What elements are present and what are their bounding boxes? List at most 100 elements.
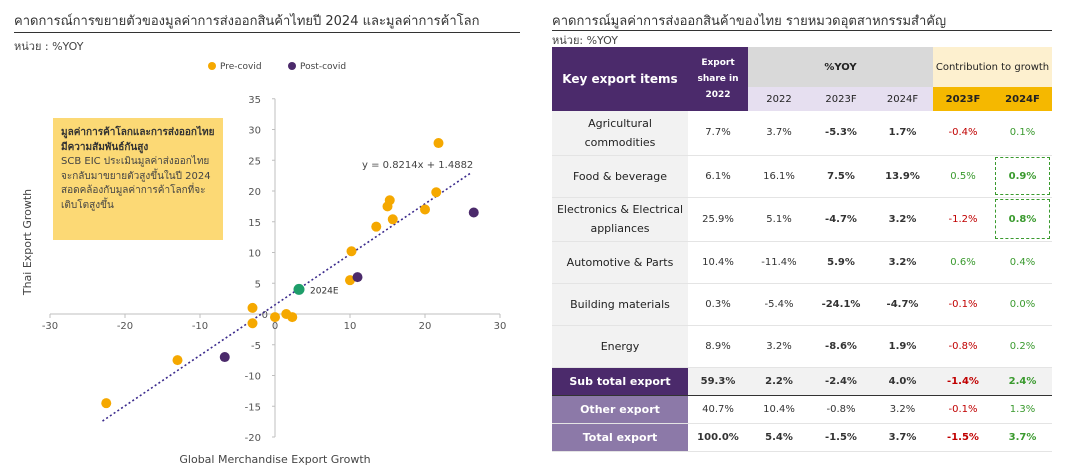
right-unit-label: หน่วย: %YOY bbox=[552, 34, 618, 47]
row-yoy-2023f: -5.3% bbox=[810, 111, 872, 156]
other-contrib-2023f: -0.1% bbox=[933, 395, 993, 424]
row-share: 7.7% bbox=[688, 111, 748, 156]
callout-box: มูลค่าการค้าโลกและการส่งออกไทยมีความสัมพ… bbox=[53, 118, 223, 240]
row-share: 0.3% bbox=[688, 283, 748, 326]
row-yoy-2023f: -8.6% bbox=[810, 325, 872, 368]
pre-covid-point bbox=[371, 221, 382, 232]
other-share: 40.7% bbox=[688, 395, 748, 424]
y-tick-label: -15 bbox=[245, 402, 261, 413]
pre-covid-point bbox=[431, 187, 442, 198]
row-item: Energy bbox=[552, 325, 688, 368]
left-title-rule bbox=[14, 32, 520, 33]
row-item: Agricultural commodities bbox=[552, 111, 688, 156]
pre-covid-point bbox=[420, 204, 430, 215]
points-layer: 2024E bbox=[101, 138, 479, 409]
y-tick-label: -5 bbox=[251, 341, 261, 352]
row-contrib-2023f: 0.5% bbox=[933, 155, 993, 198]
pre-covid-point bbox=[101, 398, 112, 409]
row-yoy-2023f: -4.7% bbox=[810, 197, 872, 242]
legend: Pre-covid Post-covid bbox=[208, 62, 346, 72]
total-yoy-2023f: -1.5% bbox=[810, 423, 872, 452]
other-yoy-2022: 10.4% bbox=[748, 395, 810, 424]
header-contrib-2024f: 2024F bbox=[993, 87, 1052, 111]
trendline-layer: y = 0.8214x + 1.4882 bbox=[102, 160, 473, 422]
x-tick-label: 0 bbox=[272, 321, 278, 332]
pre-covid-point bbox=[172, 355, 183, 366]
legend-marker bbox=[288, 62, 296, 70]
other-contrib-2024f: 1.3% bbox=[993, 395, 1052, 424]
row-contrib-2023f: -0.8% bbox=[933, 325, 993, 368]
subtotal-share: 59.3% bbox=[688, 366, 748, 396]
row-yoy-2023f: 7.5% bbox=[810, 155, 872, 198]
y-tick-label: 30 bbox=[248, 126, 261, 137]
header-key-items: Key export items bbox=[552, 47, 688, 111]
other-yoy-2024f: 3.2% bbox=[872, 395, 933, 424]
table-row: Electronics & Electrical appliances 25.9… bbox=[552, 197, 1052, 242]
row-item: Automotive & Parts bbox=[552, 241, 688, 284]
row-contrib-2023f: -1.2% bbox=[933, 197, 993, 242]
total-contrib-2024f: 3.7% bbox=[993, 423, 1052, 452]
callout-heading: มูลค่าการค้าโลกและการส่งออกไทยมีความสัมพ… bbox=[61, 127, 215, 153]
row-share: 10.4% bbox=[688, 241, 748, 284]
y-tick-label: 15 bbox=[248, 218, 261, 229]
x-tick-label: -10 bbox=[192, 321, 208, 332]
row-share: 8.9% bbox=[688, 325, 748, 368]
trendline bbox=[102, 172, 471, 422]
header-yoy: %YOY bbox=[748, 47, 933, 87]
subtotal-contrib-2024f: 2.4% bbox=[993, 366, 1052, 396]
y-tick-label: 10 bbox=[248, 249, 261, 260]
pre-covid-point bbox=[247, 302, 258, 313]
x-tick-label: 10 bbox=[344, 321, 357, 332]
total-share: 100.0% bbox=[688, 423, 748, 452]
table-row: Agricultural commodities 7.7% 3.7% -5.3%… bbox=[552, 111, 1052, 156]
subtotal-yoy-2023f: -2.4% bbox=[810, 366, 872, 396]
row-yoy-2024f: -4.7% bbox=[872, 283, 933, 326]
row-yoy-2022: -11.4% bbox=[748, 241, 810, 284]
y-tick-label: 0 bbox=[262, 310, 268, 321]
callout-body: SCB EIC ประเมินมูลค่าส่งออกไทยจะกลับมาขย… bbox=[61, 156, 211, 211]
y-tick-label: -10 bbox=[245, 372, 261, 383]
y-tick-label: 25 bbox=[248, 156, 261, 167]
header-2023f: 2023F bbox=[810, 87, 872, 111]
row-yoy-2022: 3.2% bbox=[748, 325, 810, 368]
row-contrib-2024f: 0.9% bbox=[993, 155, 1052, 198]
row-item: Food & beverage bbox=[552, 155, 688, 198]
other-yoy-2023f: -0.8% bbox=[810, 395, 872, 424]
row-contrib-2024f: 0.4% bbox=[993, 241, 1052, 284]
forecast-point-label: 2024E bbox=[310, 286, 339, 296]
post-covid-point bbox=[352, 272, 363, 283]
row-item: Electronics & Electrical appliances bbox=[552, 197, 688, 242]
x-tick-label: 20 bbox=[419, 321, 432, 332]
pre-covid-point bbox=[384, 195, 395, 206]
header-2024f: 2024F bbox=[872, 87, 933, 111]
row-contrib-2024f: 0.2% bbox=[993, 325, 1052, 368]
total-yoy-2024f: 3.7% bbox=[872, 423, 933, 452]
y-tick-label: 35 bbox=[248, 95, 261, 106]
header-contribution: Contribution to growth bbox=[933, 47, 1052, 87]
header-2022: 2022 bbox=[748, 87, 810, 111]
x-tick-label: 30 bbox=[494, 321, 507, 332]
header-export-share: Export share in 2022 bbox=[688, 47, 748, 111]
row-yoy-2022: -5.4% bbox=[748, 283, 810, 326]
forecast-point bbox=[293, 283, 305, 295]
subtotal-yoy-2024f: 4.0% bbox=[872, 366, 933, 396]
x-axis-label: Global Merchandise Export Growth bbox=[179, 453, 370, 466]
y-tick-label: -20 bbox=[245, 433, 261, 444]
row-yoy-2024f: 3.2% bbox=[872, 241, 933, 284]
pre-covid-point bbox=[387, 214, 398, 225]
left-unit-label: หน่วย : %YOY bbox=[14, 40, 84, 53]
x-tick-label: -30 bbox=[42, 321, 58, 332]
total-item: Total export bbox=[552, 423, 688, 452]
x-tick-label: -20 bbox=[117, 321, 133, 332]
pre-covid-point bbox=[270, 312, 280, 323]
legend-marker bbox=[208, 62, 216, 70]
pre-covid-point bbox=[346, 246, 357, 257]
y-tick-label: 5 bbox=[255, 279, 261, 290]
right-title-rule bbox=[552, 30, 1052, 31]
scatter-chart: -30 -20 -10 0 10 20 30 -20 -15 -10 -5 0 5 10 15 20 25 30 3… bbox=[21, 62, 507, 466]
table-row: Building materials 0.3% -5.4% -24.1% -4.… bbox=[552, 283, 1052, 326]
post-covid-point bbox=[468, 207, 479, 218]
total-contrib-2023f: -1.5% bbox=[933, 423, 993, 452]
row-contrib-2024f: 0.1% bbox=[993, 111, 1052, 156]
total-export-row: Total export 100.0% 5.4% -1.5% 3.7% -1.5… bbox=[552, 423, 1052, 452]
